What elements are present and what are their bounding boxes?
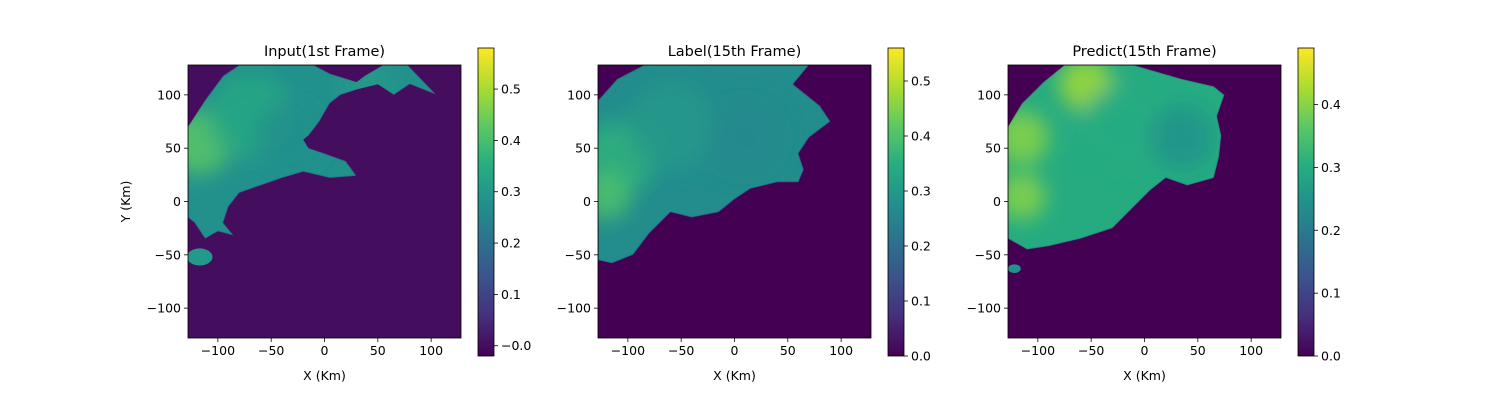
heatmap-image <box>1008 65 1281 338</box>
echo-core-3 <box>1008 172 1046 220</box>
x-axis-label: X (Km) <box>303 368 346 383</box>
colorbar-frame <box>887 47 905 357</box>
x-tick-label: 0 <box>731 343 739 358</box>
colorbar-tick-label: 0.1 <box>911 294 931 309</box>
y-tick-label: −100 <box>557 301 591 316</box>
x-tick-label: −100 <box>201 343 235 358</box>
panel-title: Predict(15th Frame) <box>1072 44 1216 60</box>
colorbar-tick-label: 0.3 <box>911 184 931 199</box>
heatmap-image <box>188 65 461 338</box>
colorbar-frame <box>477 47 495 357</box>
colorbar-gradient <box>1298 48 1314 356</box>
y-tick-label: 0 <box>583 194 591 209</box>
small-echo <box>188 248 213 266</box>
y-tick-label: −50 <box>565 247 591 262</box>
x-tick-label: 100 <box>419 343 443 358</box>
panel-title: Input(1st Frame) <box>264 44 385 60</box>
y-axis-label: Y (Km) <box>118 181 133 224</box>
echo-core-3 <box>255 100 330 175</box>
colorbar-tick-label: 0.2 <box>501 236 521 251</box>
colorbar-tick-label: 0.1 <box>501 287 521 302</box>
y-tick-label: −50 <box>975 247 1001 262</box>
colorbar: −0.0 0.1 0.2 0.3 0.4 0.5 <box>477 47 531 357</box>
colorbar-tick-label: 0.5 <box>911 74 931 89</box>
colorbar-tick-label: 0.2 <box>1321 223 1341 238</box>
x-axis-label: X (Km) <box>713 368 756 383</box>
colorbar-tick-label: 0.4 <box>911 129 931 144</box>
x-tick-label: 0 <box>1141 343 1149 358</box>
colorbar-gradient <box>888 48 904 356</box>
panel-2: Label(15th Frame) −100 −50 0 50 100 100 50 0 −50 −… <box>557 44 931 383</box>
colorbar-tick-label: 0.5 <box>501 82 521 97</box>
x-tick-label: 50 <box>370 343 386 358</box>
y-tick-label: 50 <box>575 141 591 156</box>
y-tick-label: 100 <box>157 87 181 102</box>
x-tick-label: 0 <box>321 343 329 358</box>
colorbar-tick-label: −0.0 <box>501 338 531 353</box>
x-tick-label: 50 <box>1190 343 1206 358</box>
colorbar: 0.0 0.1 0.2 0.3 0.4 <box>1297 47 1341 364</box>
x-tick-label: 100 <box>1239 343 1263 358</box>
colorbar-tick-label: 0.4 <box>501 133 521 148</box>
panel-1: Input(1st Frame) −100 −50 0 50 100 100 50 0 −50 −1… <box>118 44 531 383</box>
x-tick-label: −50 <box>668 343 694 358</box>
colorbar-tick-label: 0.3 <box>1321 160 1341 175</box>
echo-intensity <box>598 84 783 220</box>
colorbar-tick-label: 0.4 <box>1321 97 1341 112</box>
colorbar-tick-label: 0.0 <box>1321 349 1341 364</box>
y-tick-label: −50 <box>155 247 181 262</box>
y-tick-label: −100 <box>967 301 1001 316</box>
echo-core-3 <box>627 84 714 170</box>
colorbar-tick-label: 0.0 <box>911 349 931 364</box>
heatmap-image <box>598 65 871 338</box>
colorbar-tick-label: 0.1 <box>1321 286 1341 301</box>
colorbar-frame <box>1297 47 1315 357</box>
x-axis-label: X (Km) <box>1123 368 1166 383</box>
echo-region <box>598 65 831 264</box>
small-echo <box>1008 264 1021 273</box>
panel-3: Predict(15th Frame) −100 −50 0 50 100 100 50 0 −5… <box>967 44 1341 383</box>
y-tick-label: 50 <box>985 141 1001 156</box>
echo-region <box>1008 65 1225 250</box>
y-tick-label: 100 <box>977 87 1001 102</box>
colorbar-tick-label: 0.3 <box>501 184 521 199</box>
colorbar: 0.0 0.1 0.2 0.3 0.4 0.5 <box>887 47 931 364</box>
colorbar-gradient <box>478 48 494 356</box>
y-tick-label: 0 <box>993 194 1001 209</box>
panel-title: Label(15th Frame) <box>668 44 802 60</box>
colorbar-tick-label: 0.2 <box>911 239 931 254</box>
y-tick-label: 0 <box>173 194 181 209</box>
echo-core-2 <box>1008 110 1049 165</box>
x-tick-label: 100 <box>829 343 853 358</box>
echo-core-2 <box>598 172 630 220</box>
echo-core-4 <box>1080 84 1166 170</box>
y-tick-label: −100 <box>147 301 181 316</box>
x-tick-label: 50 <box>780 343 796 358</box>
echo-core-5 <box>1149 105 1214 170</box>
x-tick-label: −50 <box>1078 343 1104 358</box>
x-tick-label: −50 <box>258 343 284 358</box>
y-tick-label: 50 <box>165 141 181 156</box>
x-tick-label: −100 <box>1021 343 1055 358</box>
x-tick-label: −100 <box>611 343 645 358</box>
y-tick-label: 100 <box>567 87 591 102</box>
echo-core-4 <box>707 100 783 175</box>
